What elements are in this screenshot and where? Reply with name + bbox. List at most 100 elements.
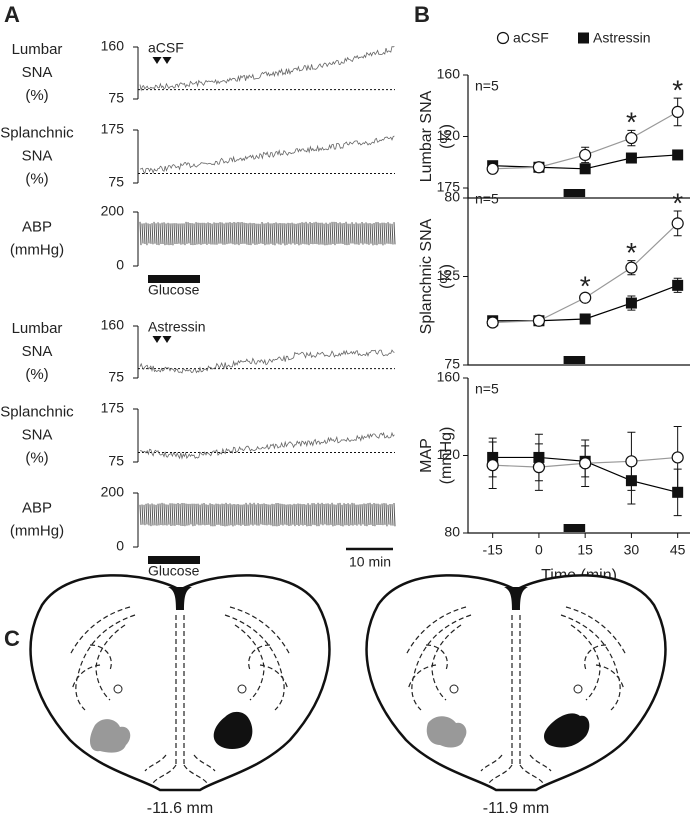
sna-trace [139,431,395,460]
significance-marker: * [672,74,683,105]
stimulus-bar [563,524,586,532]
row-label: ABP [22,218,52,235]
x-tick-label: 0 [535,542,543,558]
y-tick-label: 175 [101,400,125,416]
landmark [573,684,583,694]
y-tick-label: 75 [108,174,124,190]
y-tick-label: 120 [437,127,461,143]
stimulus-bar [563,356,586,364]
marker [671,451,684,464]
row-label: (%) [25,449,48,466]
y-tick-label: 75 [108,90,124,106]
marker [671,217,684,230]
marker [672,486,684,498]
marker [486,162,499,175]
row-label: SNA [22,64,53,81]
y-tick-label: 200 [101,484,125,500]
lesion-right [544,713,590,748]
landmark [113,684,123,694]
panel-label: B [414,2,430,27]
y-tick-label: 160 [437,369,461,385]
marker [625,152,637,164]
glucose-bar [148,556,200,564]
marker [579,457,592,470]
note: n=5 [475,78,499,94]
y-axis-label: (%) [438,124,455,149]
significance-marker: * [626,237,637,268]
row-label: (mmHg) [10,522,64,539]
section-label: -11.6 mm [147,800,213,817]
significance-marker: * [580,271,591,302]
row-label: (mmHg) [10,241,64,258]
landmark [449,684,459,694]
section-label: -11.9 mm [483,800,549,817]
marker [579,313,591,325]
significance-marker: * [672,187,683,218]
stimulus-label: Glucose [148,563,200,579]
y-tick-label: 160 [101,317,125,333]
axes [467,378,690,534]
y-axis-label: MAP [418,438,435,473]
x-tick-label: 45 [670,542,686,558]
note: n=5 [475,381,499,397]
abp-trace [139,502,396,527]
marker [579,163,591,175]
row-label: ABP [22,499,52,516]
panel-label: C [4,626,20,651]
marker [486,316,499,329]
row-label: (%) [25,87,48,104]
note: n=5 [475,191,499,207]
y-tick-label: 80 [444,189,460,205]
sna-trace [139,349,395,374]
lesion-left [426,716,467,748]
marker [625,297,637,309]
y-tick-label: 120 [437,446,461,462]
arrowhead [152,336,162,343]
stimulus-bar [563,189,586,197]
y-tick-label: 200 [101,203,125,219]
marker [672,149,684,161]
brain-section [29,574,331,792]
stimulus-label: Glucose [148,282,200,298]
row-label: Splanchnic [0,403,74,420]
legend-label: aCSF [513,30,549,46]
marker [579,291,592,304]
marker [672,279,684,291]
sna-trace [139,135,395,175]
abp-trace [139,221,396,246]
x-tick-label: 15 [577,542,593,558]
sna-trace [139,45,395,92]
y-tick-label: 175 [101,121,125,137]
row-label: SNA [22,343,53,360]
y-tick-label: 125 [437,267,461,283]
y-tick-label: 160 [437,66,461,82]
panel-label: A [4,2,20,27]
marker [625,261,638,274]
glucose-bar [148,275,200,283]
lesion-right [213,711,253,749]
y-axis-label: (mmHg) [438,427,455,485]
row-label: (%) [25,366,48,383]
y-axis-label: Splanchnic SNA [418,218,435,334]
marker [532,314,546,327]
row-label: (%) [25,170,48,187]
y-axis-label: (%) [438,264,455,289]
arrowhead [162,57,172,64]
y-tick-label: 160 [101,38,125,54]
marker [671,105,684,119]
y-tick-label: 0 [116,538,124,554]
marker [532,461,546,474]
lesion-left [89,719,131,753]
x-tick-label: 30 [624,542,640,558]
scale-bar-label: 10 min [349,554,391,570]
row-label: Splanchnic [0,124,74,141]
row-label: SNA [22,147,53,164]
marker [579,148,592,162]
arrowhead [162,336,172,343]
marker [486,459,499,472]
significance-marker: * [626,107,637,138]
legend-label: Astressin [593,30,651,46]
drug-label: aCSF [148,40,184,56]
y-tick-label: 75 [108,369,124,385]
